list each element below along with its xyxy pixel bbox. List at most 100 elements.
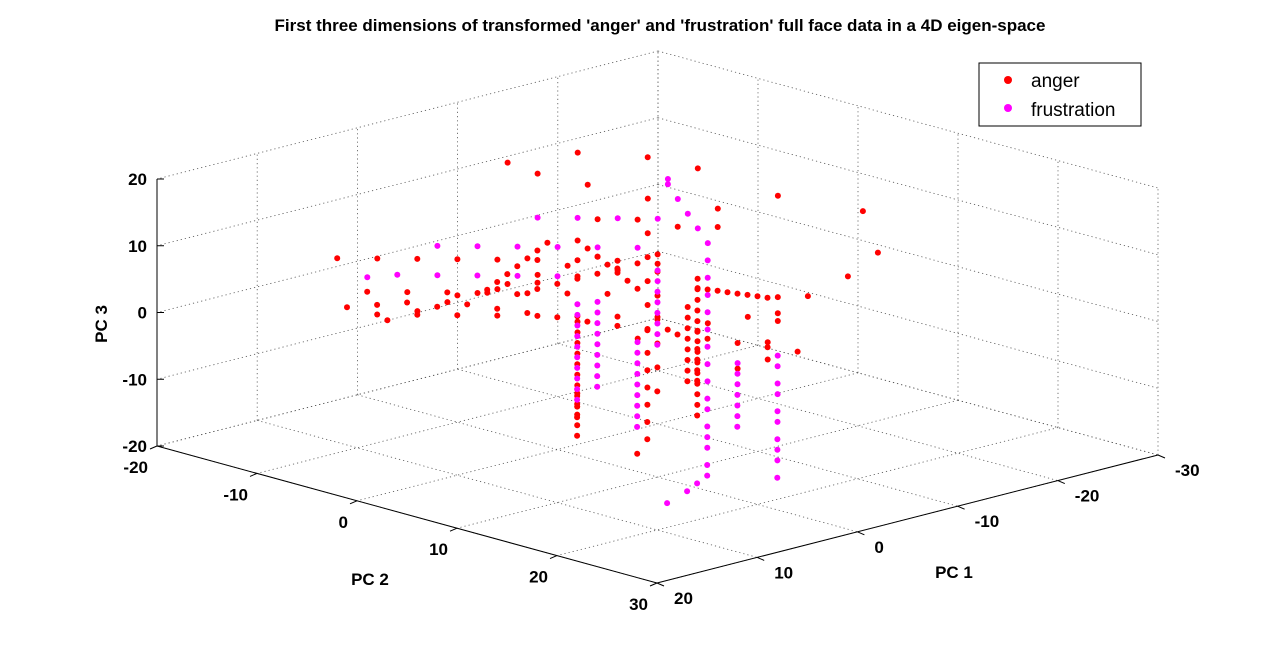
data-point	[654, 215, 661, 222]
data-point	[694, 401, 701, 408]
data-point	[644, 436, 651, 443]
data-point	[714, 287, 721, 294]
grid-line	[256, 345, 759, 474]
data-point	[754, 293, 761, 300]
data-point	[694, 348, 701, 355]
data-point	[494, 256, 501, 263]
data-point	[664, 181, 671, 188]
data-point	[594, 244, 601, 251]
data-point	[694, 480, 701, 487]
z-tick-label: 20	[128, 170, 147, 189]
y-tick-label: 10	[429, 540, 448, 559]
data-point	[654, 331, 661, 338]
data-point	[574, 364, 581, 371]
legend-marker-anger	[1004, 76, 1012, 84]
grid-line	[657, 184, 1159, 322]
data-point	[634, 244, 641, 251]
data-point	[764, 339, 771, 346]
data-point	[534, 170, 541, 177]
data-point	[654, 341, 661, 348]
data-point	[624, 277, 631, 284]
data-point	[364, 288, 371, 295]
data-point	[694, 318, 701, 325]
data-point	[804, 293, 811, 300]
data-point	[614, 257, 621, 264]
y-tick-label: 30	[629, 595, 648, 614]
data-point	[774, 391, 781, 398]
y-tick-label: 0	[339, 513, 348, 532]
data-point	[574, 401, 581, 407]
data-point	[524, 290, 531, 297]
data-point	[764, 356, 771, 363]
data-point	[644, 254, 651, 261]
data-point	[594, 216, 601, 223]
data-point	[704, 286, 711, 293]
data-point	[434, 303, 441, 310]
data-point	[634, 402, 641, 409]
data-point	[684, 346, 691, 353]
data-point	[564, 262, 571, 269]
legend-marker-frustration	[1004, 104, 1012, 112]
data-point	[859, 208, 866, 215]
data-point	[664, 500, 671, 507]
data-point	[574, 301, 581, 308]
data-point	[584, 181, 591, 188]
data-point	[774, 474, 781, 481]
grid-line	[657, 250, 1159, 389]
grid-line	[356, 372, 859, 502]
data-point	[684, 378, 691, 385]
data-point	[574, 396, 581, 403]
data-point	[514, 263, 521, 270]
data-point	[634, 392, 641, 399]
data-point	[874, 249, 881, 256]
legend-label-frustration: frustration	[1031, 100, 1115, 121]
data-point	[534, 271, 541, 278]
data-point	[644, 327, 651, 334]
data-point	[524, 255, 531, 262]
y-tick-mark	[349, 500, 358, 505]
data-point	[534, 257, 541, 263]
data-point	[654, 299, 661, 306]
data-point	[734, 402, 741, 409]
data-point	[714, 224, 721, 230]
data-point	[554, 280, 561, 287]
data-point	[514, 291, 521, 298]
data-point	[574, 354, 581, 361]
data-point	[474, 272, 481, 279]
data-point	[844, 273, 851, 280]
data-point	[644, 195, 651, 202]
x-tick-mark	[957, 505, 965, 510]
data-point	[524, 310, 531, 316]
data-point	[504, 281, 511, 287]
data-point	[774, 436, 781, 443]
data-point	[734, 381, 741, 388]
data-point	[694, 285, 701, 292]
data-point	[744, 291, 751, 298]
data-point	[334, 255, 341, 262]
axis-edges	[149, 178, 1166, 587]
grid-line	[257, 420, 758, 558]
data-point	[574, 311, 581, 318]
z-tick-label: 10	[128, 237, 147, 256]
grid-line	[657, 317, 1159, 456]
data-point	[634, 260, 641, 267]
x-tick-label: -30	[1175, 461, 1200, 480]
data-point	[374, 311, 381, 318]
data-point	[594, 351, 601, 358]
data-point	[694, 307, 701, 314]
data-point	[594, 298, 601, 305]
data-point	[654, 388, 661, 395]
data-point	[584, 245, 591, 252]
data-point	[704, 335, 711, 342]
data-point	[574, 237, 581, 244]
data-point	[684, 314, 691, 321]
grid-line	[657, 117, 1159, 256]
x-tick-mark	[857, 531, 865, 536]
data-point	[644, 401, 651, 408]
data-point	[704, 423, 711, 430]
data-point	[694, 391, 701, 398]
data-point	[394, 271, 401, 278]
y-tick-label: 20	[529, 568, 548, 587]
data-point	[574, 432, 581, 439]
data-point	[674, 223, 681, 230]
